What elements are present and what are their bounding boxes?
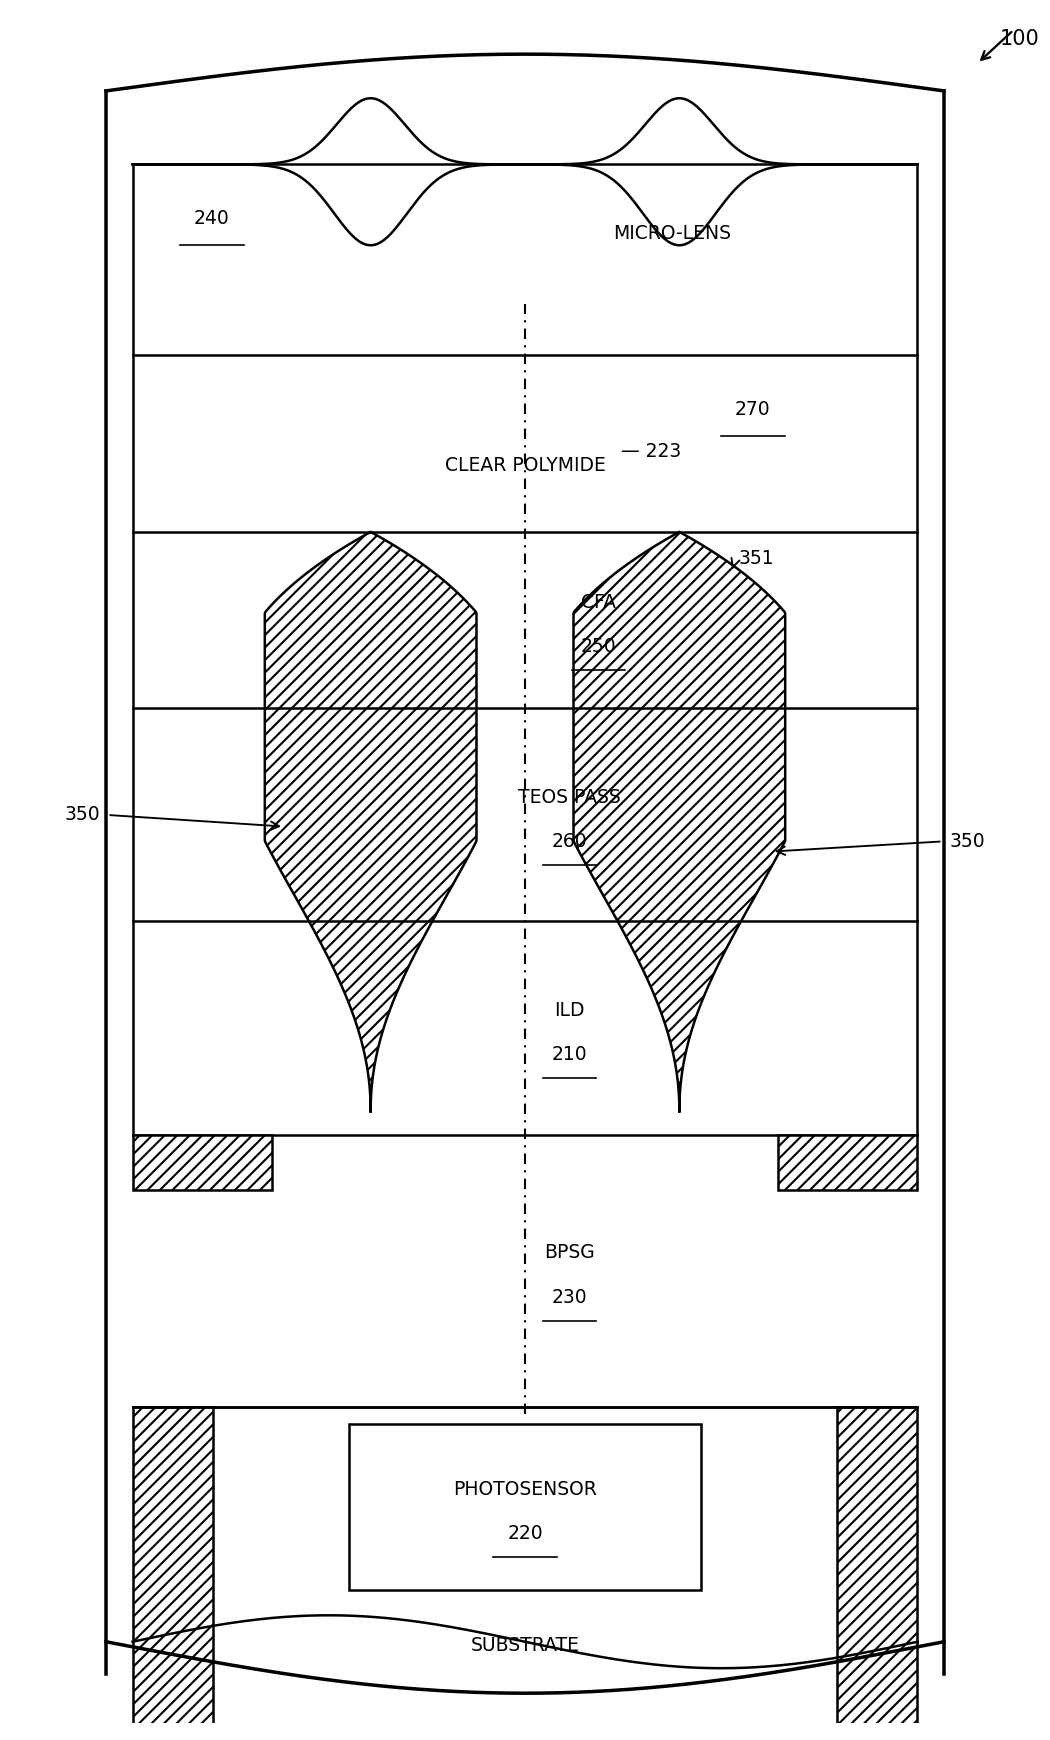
Text: 220: 220 <box>507 1524 543 1543</box>
Text: 350: 350 <box>64 806 100 825</box>
Text: 100: 100 <box>1000 30 1040 49</box>
Text: MICRO-LENS: MICRO-LENS <box>613 224 731 244</box>
Text: PHOTOSENSOR: PHOTOSENSOR <box>453 1481 597 1500</box>
Text: 260: 260 <box>551 832 587 851</box>
Text: — 223: — 223 <box>621 442 680 461</box>
Text: 210: 210 <box>551 1046 587 1063</box>
Text: 351: 351 <box>738 548 774 567</box>
Text: SUBSTRATE: SUBSTRATE <box>470 1636 580 1655</box>
Text: CFA: CFA <box>581 593 616 612</box>
Bar <box>349 1423 701 1590</box>
Text: TEOS PASS: TEOS PASS <box>518 788 621 807</box>
Text: BPSG: BPSG <box>544 1244 594 1263</box>
Bar <box>837 1406 918 1730</box>
Text: 270: 270 <box>735 400 771 419</box>
Polygon shape <box>573 532 785 1112</box>
Text: ILD: ILD <box>553 1000 585 1020</box>
Text: 240: 240 <box>194 209 230 228</box>
Bar <box>132 1134 272 1190</box>
Polygon shape <box>265 532 477 1112</box>
Text: 230: 230 <box>551 1288 587 1307</box>
Text: CLEAR POLYMIDE: CLEAR POLYMIDE <box>444 456 606 475</box>
Text: 250: 250 <box>581 637 616 656</box>
Text: 350: 350 <box>950 832 986 851</box>
Bar <box>132 1406 213 1730</box>
Bar <box>778 1134 918 1190</box>
